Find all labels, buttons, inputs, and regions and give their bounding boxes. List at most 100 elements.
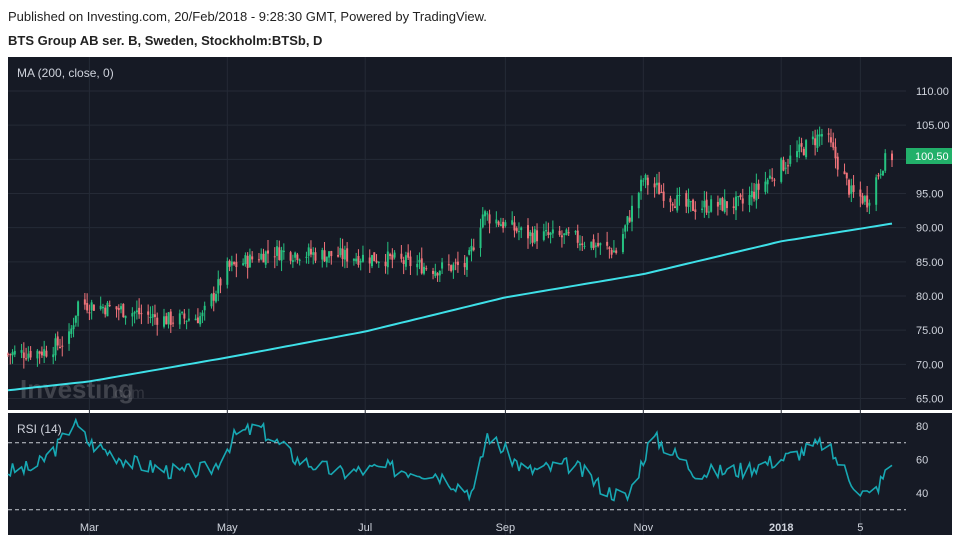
candle-body — [359, 261, 362, 263]
candle — [542, 223, 545, 242]
candle-body — [273, 256, 276, 258]
candle — [233, 261, 236, 266]
candle — [848, 178, 851, 198]
candle-body — [832, 142, 835, 148]
candle-body — [845, 172, 848, 179]
candle-body — [861, 195, 864, 204]
candle — [694, 201, 697, 220]
candle — [267, 239, 269, 264]
candle — [183, 309, 186, 325]
candle — [859, 181, 862, 208]
candle-body — [660, 191, 663, 193]
candle-body — [409, 256, 412, 267]
candle — [805, 138, 808, 160]
candle — [343, 245, 346, 269]
candle-body — [705, 199, 708, 213]
candle-body — [43, 349, 46, 356]
ma200-line — [7, 222, 893, 392]
candle-body — [468, 250, 471, 255]
candle-body — [337, 254, 340, 257]
candle-body — [504, 222, 507, 227]
candle — [504, 219, 507, 228]
candle — [488, 209, 491, 234]
candle — [9, 353, 12, 365]
grid-layer — [8, 57, 906, 535]
candle — [212, 286, 215, 312]
candle-body — [330, 251, 333, 257]
candle-body — [242, 263, 245, 266]
candle-body — [151, 314, 154, 318]
watermark-suffix: .com — [110, 385, 145, 402]
candle — [735, 191, 737, 220]
candle-body — [278, 247, 281, 260]
candle-body — [671, 203, 674, 206]
candle — [135, 300, 138, 320]
candle — [45, 345, 48, 358]
candle-body — [576, 230, 579, 243]
candle-body — [800, 142, 803, 147]
candle — [502, 217, 505, 233]
candle — [884, 149, 887, 174]
candle-body — [599, 243, 602, 246]
candle — [432, 267, 435, 280]
candle-body — [178, 313, 181, 325]
candle-body — [608, 247, 611, 250]
candle-body — [689, 201, 692, 203]
candle-body — [741, 198, 744, 204]
candle-body — [138, 307, 141, 315]
candle — [38, 350, 41, 364]
candle-body — [420, 258, 423, 274]
candle-body — [694, 209, 697, 213]
candle — [434, 263, 437, 279]
candle-body — [389, 254, 392, 256]
candle — [436, 272, 439, 282]
candle — [606, 231, 609, 250]
candle — [409, 250, 412, 275]
candle — [407, 244, 410, 260]
candle — [375, 254, 378, 264]
candle — [468, 247, 471, 256]
candle — [210, 293, 213, 309]
candle — [836, 152, 839, 177]
candle — [389, 252, 392, 260]
candle-body — [235, 261, 238, 268]
candle — [495, 211, 498, 228]
candle-body — [404, 255, 407, 267]
candle — [246, 252, 249, 279]
candle-body — [583, 245, 586, 247]
candle-body — [56, 336, 59, 346]
candle — [108, 300, 111, 308]
candle — [273, 247, 276, 269]
candle — [36, 349, 39, 367]
candle-body — [542, 231, 545, 240]
candle-body — [135, 310, 138, 313]
candle-body — [298, 259, 301, 261]
candle — [732, 197, 735, 215]
candle-body — [646, 177, 649, 186]
candle — [755, 173, 758, 209]
candle — [169, 308, 172, 333]
candle — [710, 195, 713, 213]
candle — [877, 172, 880, 180]
candle-body — [201, 312, 204, 317]
candle-body — [72, 325, 75, 330]
candle — [117, 304, 120, 321]
candle-body — [502, 221, 505, 229]
candle-body — [820, 134, 823, 137]
candle-body — [122, 304, 125, 318]
time-tick-label: Nov — [634, 522, 654, 534]
ma-layer — [7, 222, 893, 392]
candle — [669, 195, 672, 213]
candle-body — [574, 231, 577, 233]
candle — [11, 349, 14, 364]
candle-body — [816, 134, 819, 148]
candle-body — [732, 206, 735, 209]
candle — [610, 247, 613, 259]
candle-body — [536, 230, 539, 242]
candle-body — [309, 248, 312, 255]
pane-separator — [8, 410, 952, 413]
rsi-line — [7, 417, 893, 503]
candle-body — [533, 229, 536, 243]
candle — [384, 253, 387, 274]
